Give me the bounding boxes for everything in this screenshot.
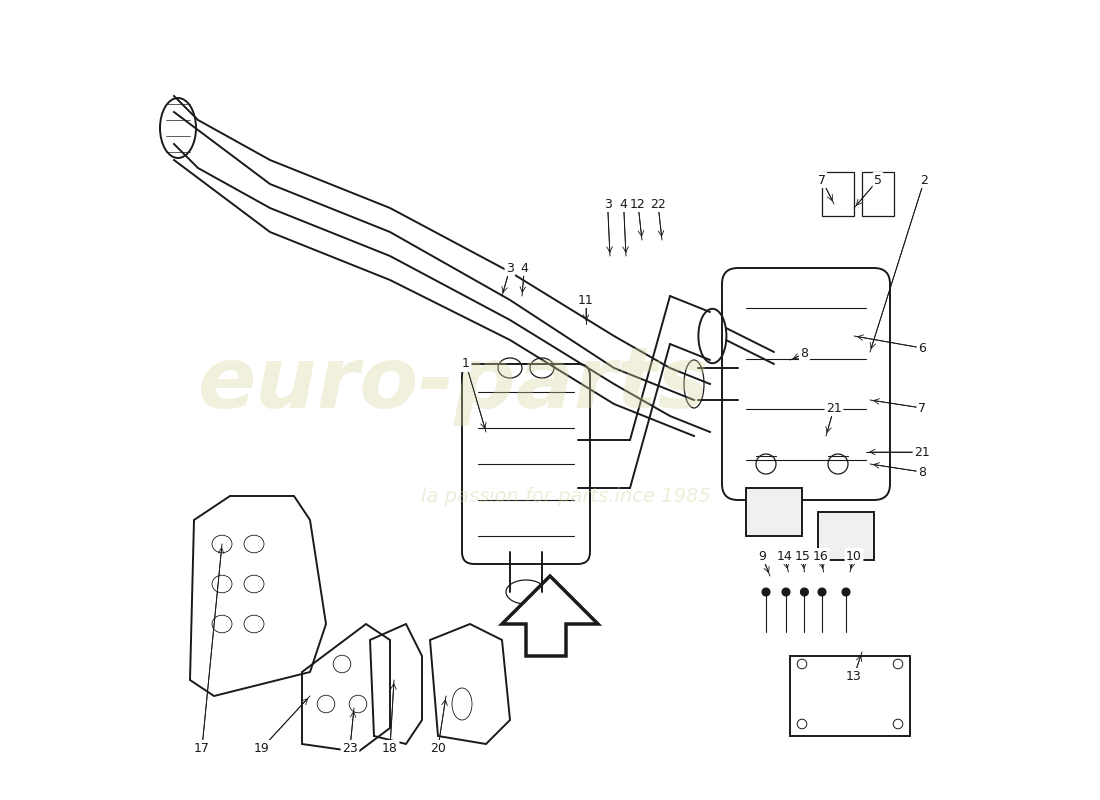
Text: la passion for parts.ince 1985: la passion for parts.ince 1985 [421, 486, 711, 506]
Text: 23: 23 [342, 742, 358, 754]
Text: 6: 6 [918, 342, 926, 354]
Text: 8: 8 [918, 466, 926, 478]
Text: 11: 11 [579, 294, 594, 306]
FancyBboxPatch shape [722, 268, 890, 500]
Text: 21: 21 [826, 402, 842, 414]
Bar [818, 512, 874, 560]
Text: 13: 13 [846, 670, 862, 682]
Bar [822, 172, 854, 216]
Ellipse shape [842, 588, 850, 596]
Bar [790, 656, 910, 736]
Text: 1: 1 [462, 358, 470, 370]
Text: 9: 9 [758, 550, 766, 562]
Text: 14: 14 [777, 550, 792, 562]
Text: 17: 17 [194, 742, 210, 754]
Text: 5: 5 [874, 174, 882, 186]
Text: 2: 2 [921, 174, 928, 186]
Ellipse shape [818, 588, 826, 596]
Text: 3: 3 [604, 198, 612, 210]
Text: euro-parts: euro-parts [198, 342, 710, 426]
Text: 8: 8 [801, 347, 808, 360]
Text: 7: 7 [918, 402, 926, 414]
Ellipse shape [782, 588, 790, 596]
FancyBboxPatch shape [462, 364, 590, 564]
Text: 15: 15 [795, 550, 811, 562]
Text: 19: 19 [254, 742, 270, 754]
Text: 22: 22 [650, 198, 666, 210]
Text: 12: 12 [630, 198, 646, 210]
Text: 3: 3 [506, 262, 514, 274]
Bar [746, 488, 802, 536]
Bar [862, 172, 894, 216]
Text: 7: 7 [818, 174, 826, 186]
Text: 4: 4 [520, 262, 528, 274]
Text: 20: 20 [430, 742, 446, 754]
Text: 4: 4 [619, 198, 627, 210]
Text: 10: 10 [846, 550, 862, 562]
Ellipse shape [762, 588, 770, 596]
Text: 18: 18 [382, 742, 398, 754]
Text: 21: 21 [914, 446, 929, 458]
Polygon shape [502, 576, 598, 656]
Text: 16: 16 [813, 550, 828, 562]
Ellipse shape [801, 588, 808, 596]
